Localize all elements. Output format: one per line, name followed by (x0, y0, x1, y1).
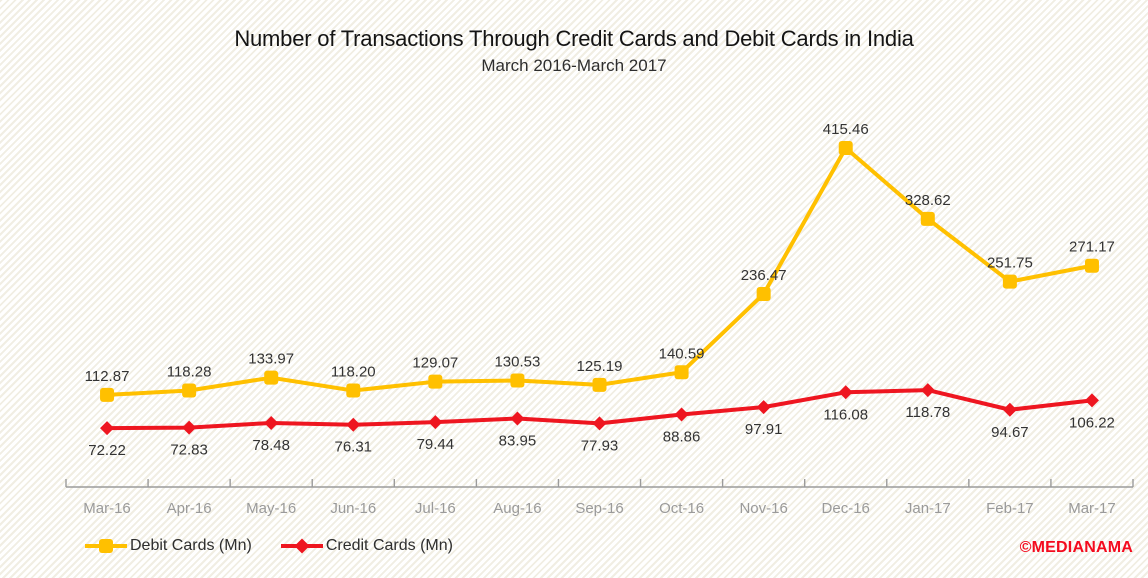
x-axis-label: Oct-16 (659, 500, 704, 517)
x-axis-label: Mar-17 (1068, 500, 1116, 517)
chart-subtitle: March 2016-March 2017 (481, 56, 667, 75)
credit-value-label: 76.31 (334, 439, 372, 456)
debit-data-marker (674, 365, 689, 380)
credit-value-label: 94.67 (991, 424, 1029, 441)
legend-label-credit: Credit Cards (Mn) (325, 537, 453, 554)
medianama-watermark: ©MEDIANAMA (1019, 539, 1133, 556)
credit-value-label: 116.08 (823, 406, 868, 423)
credit-data-marker (510, 411, 525, 426)
credit-data-marker (264, 415, 279, 430)
debit-data-marker (1002, 274, 1017, 289)
x-axis-label: Mar-16 (83, 500, 131, 517)
credit-data-marker (756, 400, 771, 415)
x-axis-label: Jan-17 (905, 500, 951, 517)
credit-value-label: 88.86 (663, 428, 701, 445)
credit-value-label: 118.78 (905, 404, 950, 421)
debit-value-label: 118.20 (331, 364, 376, 381)
debit-value-label: 125.19 (577, 358, 623, 375)
credit-value-label: 72.22 (88, 442, 126, 459)
legend: Debit Cards (Mn) Credit Cards (Mn) (84, 537, 453, 555)
debit-value-label: 112.87 (85, 368, 130, 385)
debit-data-marker (756, 287, 771, 302)
debit-value-label: 118.28 (167, 363, 212, 380)
x-axis-label: Sep-16 (575, 500, 623, 517)
x-axis-label: Jun-16 (330, 500, 376, 517)
credit-data-marker (346, 417, 361, 432)
legend-item-credit-cards: Credit Cards (Mn) (280, 537, 453, 555)
debit-data-marker (838, 141, 853, 155)
credit-value-label: 106.22 (1069, 414, 1115, 431)
credit-series-swatch-icon (280, 538, 323, 554)
legend-label-debit: Debit Cards (Mn) (130, 537, 252, 554)
debit-value-label: 251.75 (987, 255, 1033, 272)
x-axis-label: Nov-16 (739, 500, 787, 517)
debit-value-label: 130.53 (494, 353, 540, 370)
credit-data-marker (182, 420, 197, 435)
x-axis-label: May-16 (246, 500, 296, 517)
debit-data-marker (182, 383, 197, 398)
debit-data-marker (264, 370, 279, 385)
credit-data-marker (592, 416, 607, 431)
credit-value-label: 79.44 (417, 436, 455, 453)
x-axis-label: Dec-16 (822, 500, 870, 517)
credit-data-marker (428, 415, 443, 430)
credit-data-marker (1084, 393, 1099, 408)
credit-value-label: 83.95 (499, 432, 537, 449)
credit-value-label: 72.83 (170, 442, 208, 459)
debit-value-label: 140.59 (659, 345, 705, 362)
credit-data-marker (1002, 402, 1017, 417)
debit-data-marker (1084, 258, 1099, 273)
debit-data-marker (100, 387, 115, 402)
credit-data-marker (920, 383, 935, 398)
x-axis-label: Jul-16 (415, 500, 456, 517)
x-axis-label: Aug-16 (493, 500, 541, 517)
debit-data-marker (592, 377, 607, 392)
debit-value-label: 133.97 (248, 351, 294, 368)
chart-title: Number of Transactions Through Credit Ca… (234, 26, 914, 51)
legend-item-debit-cards: Debit Cards (Mn) (84, 537, 252, 555)
debit-value-label: 271.17 (1069, 239, 1115, 256)
credit-value-label: 97.91 (745, 421, 783, 438)
debit-data-marker (428, 374, 443, 389)
x-axis-label: Feb-17 (986, 500, 1034, 517)
credit-data-marker (100, 421, 115, 436)
debit-value-label: 415.46 (823, 121, 869, 138)
debit-series-swatch-icon (85, 539, 127, 553)
credit-value-label: 78.48 (252, 437, 290, 454)
debit-value-label: 328.62 (905, 192, 951, 209)
debit-data-marker (510, 373, 525, 388)
debit-value-label: 129.07 (412, 355, 458, 372)
credit-value-label: 77.93 (581, 437, 619, 454)
debit-data-marker (920, 211, 935, 226)
debit-value-label: 236.47 (741, 267, 787, 284)
credit-data-marker (838, 385, 853, 400)
x-axis-label: Apr-16 (167, 500, 212, 517)
credit-data-marker (674, 407, 689, 422)
debit-data-marker (346, 383, 361, 398)
